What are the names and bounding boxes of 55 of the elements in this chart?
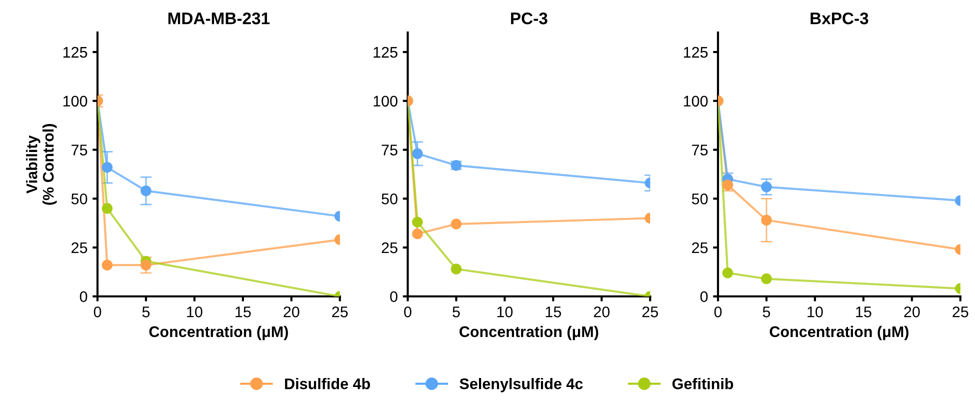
chart-title: PC-3 xyxy=(511,12,548,24)
y-tick-label: 100 xyxy=(684,96,708,107)
x-tick-label: 20 xyxy=(904,306,920,318)
y-tick-label: 50 xyxy=(382,194,398,204)
x-axis-title: Concentration (μM) xyxy=(460,326,598,340)
x-tick-label: 20 xyxy=(284,306,300,318)
x-tick-label: 25 xyxy=(952,306,968,318)
legend-label: Gefitinib xyxy=(672,378,734,390)
y-tick-label: 125 xyxy=(63,46,88,58)
point xyxy=(450,264,462,274)
y-tick-label: 50 xyxy=(71,194,88,204)
x-axis-title: Concentration (μM) xyxy=(149,326,288,340)
point xyxy=(102,203,113,214)
x-tick-label: 0 xyxy=(404,306,412,318)
point xyxy=(761,273,772,284)
y-tick-label: 0 xyxy=(80,291,88,302)
y-tick-label: 75 xyxy=(382,144,398,156)
x-tick-label: 0 xyxy=(94,306,102,318)
x-tick-label: 25 xyxy=(332,306,348,318)
x-tick-label: 10 xyxy=(497,306,513,318)
point xyxy=(102,162,113,173)
y-tick-label: 50 xyxy=(692,194,708,204)
legend-label: Disulfide 4b xyxy=(285,378,370,390)
y-tick-label: 75 xyxy=(692,144,708,156)
point xyxy=(412,216,423,228)
x-tick-label: 0 xyxy=(714,306,722,318)
x-tick-label: 15 xyxy=(236,306,251,318)
y-tick-label: 25 xyxy=(72,242,88,254)
point xyxy=(140,185,152,196)
y-tick-label: 125 xyxy=(684,46,708,58)
point xyxy=(412,148,423,160)
x-tick-label: 20 xyxy=(594,306,610,318)
chart-title: BxPC-3 xyxy=(810,12,868,24)
x-tick-label: 5 xyxy=(762,306,770,318)
x-tick-label: 5 xyxy=(142,306,150,318)
point xyxy=(761,182,772,192)
y-tick-label: 25 xyxy=(692,242,708,254)
y-tick-label: 125 xyxy=(374,46,398,58)
x-tick-label: 15 xyxy=(546,306,562,318)
y-tick-label: 25 xyxy=(382,242,398,254)
y-tick-label: 100 xyxy=(63,96,88,107)
x-tick-label: 5 xyxy=(452,306,460,318)
point xyxy=(722,268,734,278)
x-tick-label: 10 xyxy=(187,306,202,318)
x-tick-label: 25 xyxy=(642,306,658,318)
x-tick-label: 10 xyxy=(808,306,823,318)
y-axis-title: Viability (% Control) xyxy=(26,124,57,205)
legend-label: Selenylsulfide 4c xyxy=(460,378,583,392)
chart-title: MDA-MB-231 xyxy=(168,12,270,24)
y-tick-label: 100 xyxy=(374,96,398,107)
y-tick-label: 0 xyxy=(700,291,708,302)
y-tick-label: 0 xyxy=(390,291,398,302)
y-tick-label: 75 xyxy=(72,144,88,156)
x-axis-title: Concentration (μM) xyxy=(770,326,908,340)
x-tick-label: 15 xyxy=(856,306,872,318)
